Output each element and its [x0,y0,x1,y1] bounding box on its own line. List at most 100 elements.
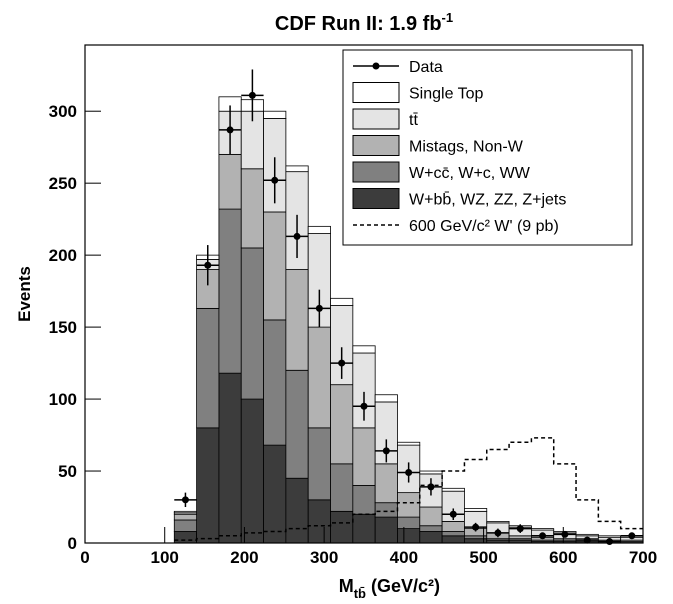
x-tick-label: 700 [629,548,657,567]
hist-bar [218,208,242,374]
hist-bar [397,441,421,446]
hist-bar [218,153,242,210]
hist-bar [285,269,309,371]
legend-label: W+cc̄, W+c, WW [409,165,531,182]
y-tick-label: 50 [58,462,77,481]
legend-swatch [352,161,400,183]
hist-bar [352,427,376,486]
hist-bar [352,513,376,544]
hist-bar [307,427,331,501]
hist-bar [240,168,264,249]
hist-bar [240,398,264,544]
hist-bar [330,463,354,512]
legend-swatch [352,108,400,130]
hist-bar [397,528,421,544]
hist-bar [352,485,376,515]
data-point [494,529,502,537]
chart-title: CDF Run II: 1.9 fb-1 [275,10,453,35]
x-tick-label: 200 [230,548,258,567]
title-text: CDF Run II: 1.9 fb [275,13,442,35]
hist-bar [464,508,488,512]
y-axis-label: Events [15,266,34,322]
hist-bar [397,492,421,518]
data-point [516,525,524,533]
hist-bar [263,110,287,119]
x-tick-label: 300 [310,548,338,567]
hist-bar [285,165,309,173]
data-point [472,523,480,531]
hist-bar [173,510,197,514]
hist-bar [441,535,465,544]
hist-bar [263,444,287,544]
y-tick-label: 250 [49,174,77,193]
data-point [338,359,346,367]
hist-bar [397,516,421,530]
hist-bar [352,345,376,354]
data-point [427,483,435,491]
data-point [315,304,323,312]
legend-swatch [352,135,400,156]
hist-bar [307,499,331,544]
hist-bar [441,487,465,492]
hist-bar [531,528,555,531]
y-tick-label: 150 [49,318,77,337]
data-point [181,496,189,504]
data-point [628,532,636,540]
x-label-main: M [339,576,354,596]
hist-bar [196,307,220,429]
hist-bar [508,535,532,540]
legend-swatch [352,188,400,209]
data-point [293,232,301,240]
hist-bar [419,470,443,475]
plot-frame [84,44,644,544]
hist-bar [263,211,287,321]
legend-label: Mistags, Non-W [409,139,524,156]
hist-bar [486,521,510,524]
legend-label: Data [409,59,443,76]
hist-bar [419,506,443,527]
hist-bar [240,247,264,400]
x-label-sub: tb̄ [354,586,366,601]
x-tick-label: 100 [151,548,179,567]
hist-bar [419,531,443,544]
hist-bar [196,427,220,544]
hist-bar [263,319,287,446]
y-tick-label: 0 [68,534,77,553]
hist-bar [597,535,622,538]
x-tick-label: 500 [469,548,497,567]
hist-bar [441,521,465,532]
hist-bar [374,516,398,544]
hist-bar [419,525,443,532]
hist-bar [173,513,197,521]
hist-bar [374,463,398,504]
y-tick-label: 300 [49,102,77,121]
title-sup: -1 [442,10,454,25]
legend-label: 600 GeV/c² W' (9 pb) [409,218,559,235]
hist-bar [218,372,242,544]
y-tick-label: 200 [49,246,77,265]
hist-bar [441,531,465,537]
legend-label: W+bb̄, WZ, ZZ, Z+jets [409,191,566,208]
x-tick-label: 600 [549,548,577,567]
x-tick-label: 0 [80,548,89,567]
hist-bar [173,519,197,532]
hist-bar [173,531,197,544]
hist-bar [307,225,331,234]
data-point [226,126,234,134]
hist-bar [330,384,354,465]
data-point [360,402,368,410]
hist-bar [285,369,309,479]
signal-line [174,437,643,541]
hist-bar [285,477,309,544]
data-point [405,468,413,476]
data-point [382,447,390,455]
data-point [248,91,256,99]
x-label-rest: (GeV/c²) [366,576,440,596]
hist-bar [575,533,599,537]
hist-bar [330,510,354,544]
x-axis-label: Mtb̄ (GeV/c²) [339,576,440,601]
data-point [561,530,569,538]
y-tick-label: 100 [49,390,77,409]
x-tick-label: 400 [390,548,418,567]
